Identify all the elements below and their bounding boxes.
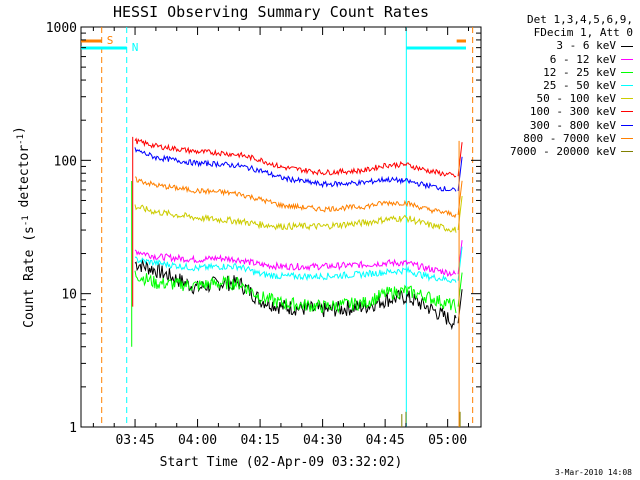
legend-swatch xyxy=(621,58,633,60)
legend-label: 50 - 100 keV xyxy=(536,92,616,106)
legend-label: 3 - 6 keV xyxy=(556,39,616,53)
y-tick-label: 1 xyxy=(69,421,77,436)
x-tick-label: 04:15 xyxy=(241,433,280,448)
series-line xyxy=(134,176,457,219)
series-line xyxy=(134,204,457,233)
legend-label: 100 - 300 keV xyxy=(529,105,616,119)
y-tick-label: 10 xyxy=(61,288,77,303)
timestamp: 3-Mar-2010 14:08 xyxy=(554,468,632,477)
y-tick-label: 100 xyxy=(54,154,77,169)
legend-entry: 50 - 100 keV xyxy=(497,92,633,105)
series-line xyxy=(134,137,457,178)
legend-label: 7000 - 20000 keV xyxy=(510,144,616,158)
x-axis-label: Start Time (02-Apr-09 03:32:02) xyxy=(160,455,403,470)
series-line xyxy=(134,270,457,314)
legend-entry: 800 - 7000 keV xyxy=(497,132,633,145)
legend-entry: 100 - 300 keV xyxy=(497,105,633,118)
series-line xyxy=(134,147,457,192)
legend-swatch xyxy=(621,124,633,126)
legend-swatch xyxy=(621,45,633,47)
chart-title: HESSI Observing Summary Count Rates xyxy=(113,3,429,21)
legend-entry: 12 - 25 keV xyxy=(497,66,633,79)
night-flag-label: N xyxy=(132,41,139,54)
legend-swatch xyxy=(621,151,633,152)
x-tick-label: 04:30 xyxy=(303,433,342,448)
legend-entry: 300 - 800 keV xyxy=(497,119,633,132)
y-tick-label: 1000 xyxy=(46,21,77,36)
legend-label: 800 - 7000 keV xyxy=(523,131,616,145)
y-axis-label: Count Rate (s-1 detector-1) xyxy=(12,126,37,328)
series-line xyxy=(134,249,457,277)
legend-label: 300 - 800 keV xyxy=(529,118,616,132)
legend: Det 1,3,4,5,6,9, FDecim 1, Att 0 3 - 6 k… xyxy=(497,13,633,158)
x-tick-label: 03:45 xyxy=(115,433,154,448)
legend-swatch xyxy=(621,71,633,73)
legend-swatch xyxy=(621,98,633,100)
saa-flag-label: S xyxy=(107,34,114,47)
legend-label: 25 - 50 keV xyxy=(543,78,616,92)
legend-entry: 3 - 6 keV xyxy=(497,39,633,52)
legend-entry: 25 - 50 keV xyxy=(497,79,633,92)
series-line xyxy=(134,256,457,284)
legend-swatch xyxy=(621,111,633,113)
x-tick-label: 05:00 xyxy=(428,433,467,448)
legend-entry: 6 - 12 keV xyxy=(497,53,633,66)
plot-frame xyxy=(80,26,482,428)
legend-label: 6 - 12 keV xyxy=(549,52,616,66)
legend-swatch xyxy=(621,137,633,139)
x-tick-label: 04:45 xyxy=(366,433,405,448)
legend-entry: 7000 - 20000 keV xyxy=(497,145,633,158)
legend-header-line-2: FDecim 1, Att 0 xyxy=(533,26,633,40)
legend-header-line-1: Det 1,3,4,5,6,9, xyxy=(527,13,633,26)
legend-label: 12 - 25 keV xyxy=(543,65,616,79)
legend-swatch xyxy=(621,85,633,87)
x-tick-label: 04:00 xyxy=(178,433,217,448)
